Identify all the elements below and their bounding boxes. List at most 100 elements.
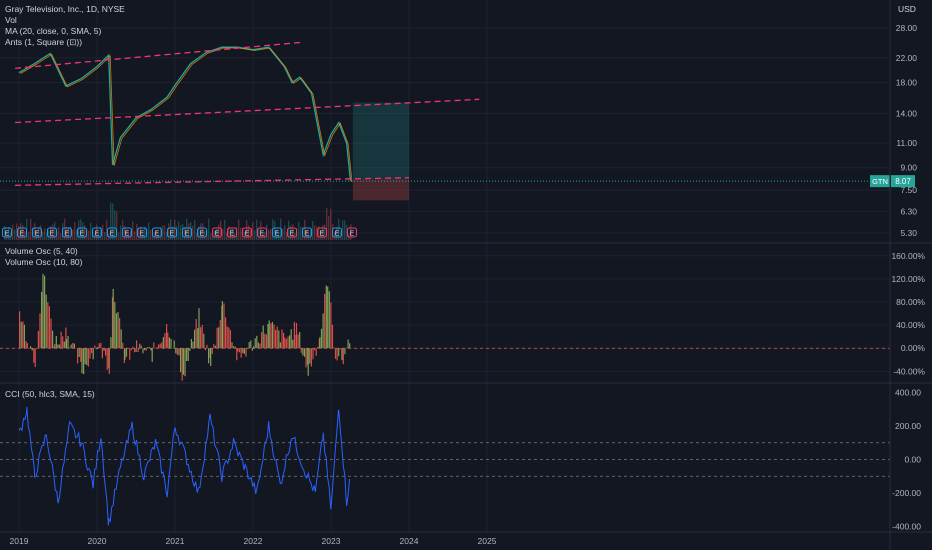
volosc-bar	[114, 301, 116, 349]
volume-bar	[262, 232, 264, 240]
event-marker: E	[152, 227, 162, 238]
cci-label[interactable]: CCI (50, hlc3, SMA, 15)	[5, 389, 95, 399]
volume-bar	[254, 230, 256, 240]
volosc-bar	[285, 338, 287, 349]
volume-bar	[24, 231, 26, 240]
volosc-bar	[325, 285, 327, 349]
event-marker-label: E	[245, 231, 250, 238]
volosc-bar	[44, 275, 46, 349]
volosc-bar	[142, 348, 144, 354]
volume-bar	[290, 225, 292, 240]
volosc-bar	[167, 332, 169, 349]
volume-osc-label-1[interactable]: Volume Osc (5, 40)	[5, 246, 78, 256]
volosc-bar	[237, 348, 239, 352]
volosc-bar	[112, 288, 114, 349]
volosc-tick-label: 160.00%	[891, 251, 925, 261]
ants-legend[interactable]: Ants (1, Square (⊡))	[5, 37, 83, 47]
volume-bar	[284, 225, 286, 240]
position-tool[interactable]	[0, 102, 890, 201]
volosc-bar	[336, 348, 338, 361]
volosc-bar	[42, 273, 44, 349]
volume-bar	[96, 224, 98, 240]
volosc-bar	[58, 344, 61, 349]
volosc-bar	[284, 337, 286, 349]
volume-bar	[224, 219, 226, 240]
volosc-bar	[124, 348, 126, 360]
event-marker-box	[32, 227, 42, 238]
volosc-bar	[349, 343, 351, 349]
volosc-bar	[60, 331, 62, 349]
volosc-bar	[328, 291, 330, 349]
event-marker: E	[272, 227, 282, 238]
event-marker-box	[197, 227, 207, 238]
volume-bar	[144, 226, 146, 240]
volosc-bar	[305, 348, 307, 368]
volume-bar	[116, 211, 118, 240]
volume-osc-label-2[interactable]: Volume Osc (10, 80)	[5, 257, 83, 267]
event-marker-box	[332, 227, 342, 238]
volosc-tick-label: 120.00%	[891, 274, 925, 284]
volosc-bar	[156, 347, 158, 349]
volosc-bar	[281, 329, 283, 349]
volume-bar	[106, 219, 108, 240]
event-marker-box	[47, 227, 57, 238]
volosc-bar	[54, 343, 56, 349]
volosc-bar	[287, 336, 289, 349]
symbol-title[interactable]: Gray Television, Inc., 1D, NYSE	[5, 4, 125, 14]
ma-legend[interactable]: MA (20, close, 0, SMA, 5)	[5, 26, 102, 36]
event-marker-label: E	[20, 231, 25, 238]
event-marker-label: E	[5, 231, 10, 238]
volosc-bar	[73, 343, 75, 349]
volume-bar	[280, 218, 282, 240]
event-marker: E	[92, 227, 102, 238]
x-tick-label: 2023	[322, 536, 341, 546]
volosc-bar	[214, 345, 217, 349]
event-marker: E	[197, 227, 207, 238]
volume-bar	[120, 225, 122, 240]
event-marker-box	[242, 227, 252, 238]
volosc-bar	[302, 348, 304, 356]
volosc-bar	[70, 344, 72, 349]
cci-legend: CCI (50, hlc3, SMA, 15)	[5, 389, 95, 400]
volosc-tick-label: -40.00%	[893, 366, 925, 376]
volume-bar	[232, 228, 234, 240]
cci-tick-label: -400.00	[892, 522, 921, 532]
event-marker: E	[347, 227, 357, 238]
volosc-bar	[92, 348, 94, 360]
take-profit-zone	[352, 102, 409, 180]
volume-bar	[38, 226, 40, 240]
volume-bar	[344, 220, 346, 240]
event-marker-label: E	[215, 231, 220, 238]
x-tick-label: 2020	[88, 536, 107, 546]
y-tick-label: 6.30	[900, 207, 917, 217]
volume-bar	[246, 220, 248, 240]
volosc-bar	[150, 348, 152, 351]
volosc-bar	[69, 347, 71, 349]
volosc-bar	[101, 348, 103, 359]
volosc-bar	[322, 313, 324, 349]
event-marker: E	[47, 227, 57, 238]
event-marker-label: E	[200, 231, 205, 238]
volume-bar	[66, 226, 68, 240]
volume-bar	[12, 224, 14, 240]
volume-bar	[98, 232, 100, 240]
volume-bar	[310, 228, 312, 240]
vol-legend[interactable]: Vol	[5, 15, 17, 25]
volosc-bar	[45, 294, 47, 349]
main-legend: Gray Television, Inc., 1D, NYSE Vol MA (…	[5, 4, 125, 48]
volume-bar	[256, 219, 258, 240]
event-marker: E	[227, 227, 237, 238]
volosc-bar	[247, 348, 249, 349]
volosc-bar	[208, 348, 210, 364]
event-marker-label: E	[80, 231, 85, 238]
volosc-bar	[226, 326, 228, 349]
event-marker-label: E	[50, 231, 55, 238]
volosc-bar	[261, 332, 263, 349]
trendlines[interactable]	[15, 41, 480, 186]
volume-bar	[82, 222, 84, 240]
volume-bar	[318, 226, 320, 240]
event-marker-box	[272, 227, 282, 238]
volosc-bar	[47, 302, 49, 349]
volosc-bar	[216, 327, 218, 349]
